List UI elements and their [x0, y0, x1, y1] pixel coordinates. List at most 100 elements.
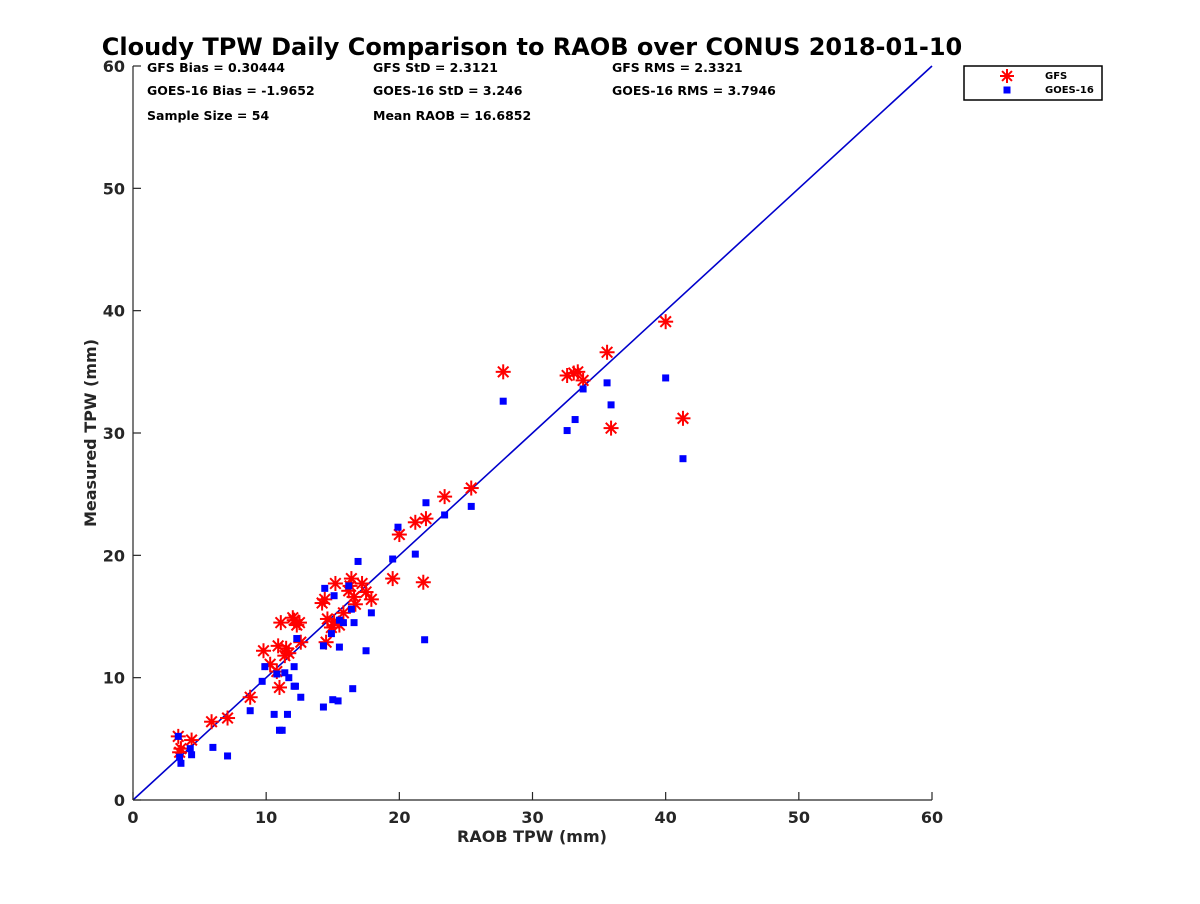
x-tick-label: 60	[921, 808, 943, 827]
x-tick-label: 0	[127, 808, 138, 827]
goes-16-point	[394, 523, 402, 531]
goes-16-point	[297, 693, 305, 701]
x-tick-label: 40	[655, 808, 677, 827]
goes-16-point	[273, 670, 281, 678]
goes-16-point	[261, 663, 269, 671]
goes-16-point	[350, 619, 358, 627]
gfs-point	[495, 364, 511, 380]
legend-gfs-marker	[1000, 69, 1014, 83]
x-tick-label: 50	[788, 808, 810, 827]
legend-goes-marker	[1003, 86, 1011, 94]
goes-16-point	[283, 710, 291, 718]
stat-mean-raob: Mean RAOB = 16.6852	[373, 108, 531, 123]
goes-16-point	[362, 647, 370, 655]
goes-16-point	[679, 455, 687, 463]
goes-16-point	[571, 416, 579, 424]
goes-16-point	[186, 745, 194, 753]
y-tick-label: 20	[103, 546, 125, 565]
goes-16-point	[603, 379, 611, 387]
gfs-point	[242, 689, 258, 705]
goes-16-point	[334, 697, 342, 705]
goes-16-point	[174, 732, 182, 740]
goes-16-point	[329, 696, 337, 704]
goes-16-point	[467, 502, 475, 510]
goes-16-point	[421, 636, 429, 644]
goes-16-point	[246, 707, 254, 715]
goes-16-point	[270, 710, 278, 718]
reference-line-group	[132, 65, 933, 801]
goes-16-point	[290, 663, 298, 671]
gfs-point	[317, 591, 333, 607]
x-tick-label: 20	[388, 808, 410, 827]
goes-16-point	[281, 669, 289, 677]
goes-16-point	[291, 682, 299, 690]
gfs-point	[463, 480, 479, 496]
stat-goes-rms: GOES-16 RMS = 3.7946	[612, 83, 776, 98]
chart-title: Cloudy TPW Daily Comparison to RAOB over…	[102, 33, 962, 61]
y-tick-label: 40	[103, 302, 125, 321]
legend-goes-square	[1003, 86, 1011, 94]
goes-16-point	[411, 550, 419, 558]
gfs-point	[437, 489, 453, 505]
goes-16-point	[319, 703, 327, 711]
gfs-point	[184, 732, 200, 748]
goes-16-point	[321, 584, 329, 592]
reference-line-1to1	[132, 65, 933, 801]
gfs-point	[271, 679, 287, 695]
goes-16-point	[354, 557, 362, 565]
x-tick-label: 10	[255, 808, 277, 827]
goes-16-point	[422, 499, 430, 507]
y-tick-label: 50	[103, 179, 125, 198]
y-ticks: 0 10 20 30 40 50 60	[103, 57, 141, 810]
goes-16-point	[579, 385, 587, 393]
gfs-point	[220, 710, 236, 726]
goes-16-point	[389, 555, 397, 563]
goes-16-point	[176, 753, 184, 761]
gfs-point	[343, 571, 359, 587]
y-tick-label: 10	[103, 669, 125, 688]
goes-16-point	[441, 511, 449, 519]
goes-16-point	[367, 609, 375, 617]
gfs-point	[277, 648, 293, 664]
gfs-point	[363, 591, 379, 607]
legend-box	[963, 65, 1103, 101]
goes-16-point	[335, 643, 343, 651]
stats-annotations: GFS Bias = 0.30444 GFS StD = 2.3121 GFS …	[147, 60, 776, 123]
goes-16-point	[319, 642, 327, 650]
goes-16-point	[347, 605, 355, 613]
gfs-point	[346, 589, 362, 605]
legend-goes-label: GOES-16	[1045, 85, 1094, 96]
gfs-point	[407, 514, 423, 530]
legend: GFS GOES-16	[963, 65, 1103, 101]
goes-16-point	[327, 630, 335, 638]
goes-16-point	[499, 397, 507, 405]
gfs-point	[270, 638, 286, 654]
goes-16-point	[335, 616, 343, 624]
stat-gfs-std: GFS StD = 2.3121	[373, 60, 498, 75]
gfs-point	[658, 314, 674, 330]
gfs-point	[256, 643, 272, 659]
series-marks	[170, 314, 691, 767]
gfs-point	[273, 615, 289, 631]
gfs-point	[599, 344, 615, 360]
gfs-point	[385, 571, 401, 587]
gfs-point	[335, 605, 351, 621]
goes-16-point	[662, 374, 670, 382]
gfs-point	[575, 372, 591, 388]
gfs-point	[418, 511, 434, 527]
y-tick-label: 30	[103, 424, 125, 443]
goes-16-point	[293, 635, 301, 643]
goes-16-point	[224, 752, 232, 760]
legend-gfs-label: GFS	[1045, 71, 1067, 82]
x-ticks: 0 10 20 30 40 50 60	[127, 792, 943, 827]
y-tick-label: 60	[103, 57, 125, 76]
goes-16-point	[345, 582, 353, 590]
gfs-point	[603, 420, 619, 436]
goes-16-point	[258, 677, 266, 685]
goes-16-point	[209, 743, 217, 751]
goes-16-point	[285, 674, 293, 682]
x-axis-label: RAOB TPW (mm)	[457, 827, 607, 846]
y-axis-label: Measured TPW (mm)	[81, 339, 100, 527]
